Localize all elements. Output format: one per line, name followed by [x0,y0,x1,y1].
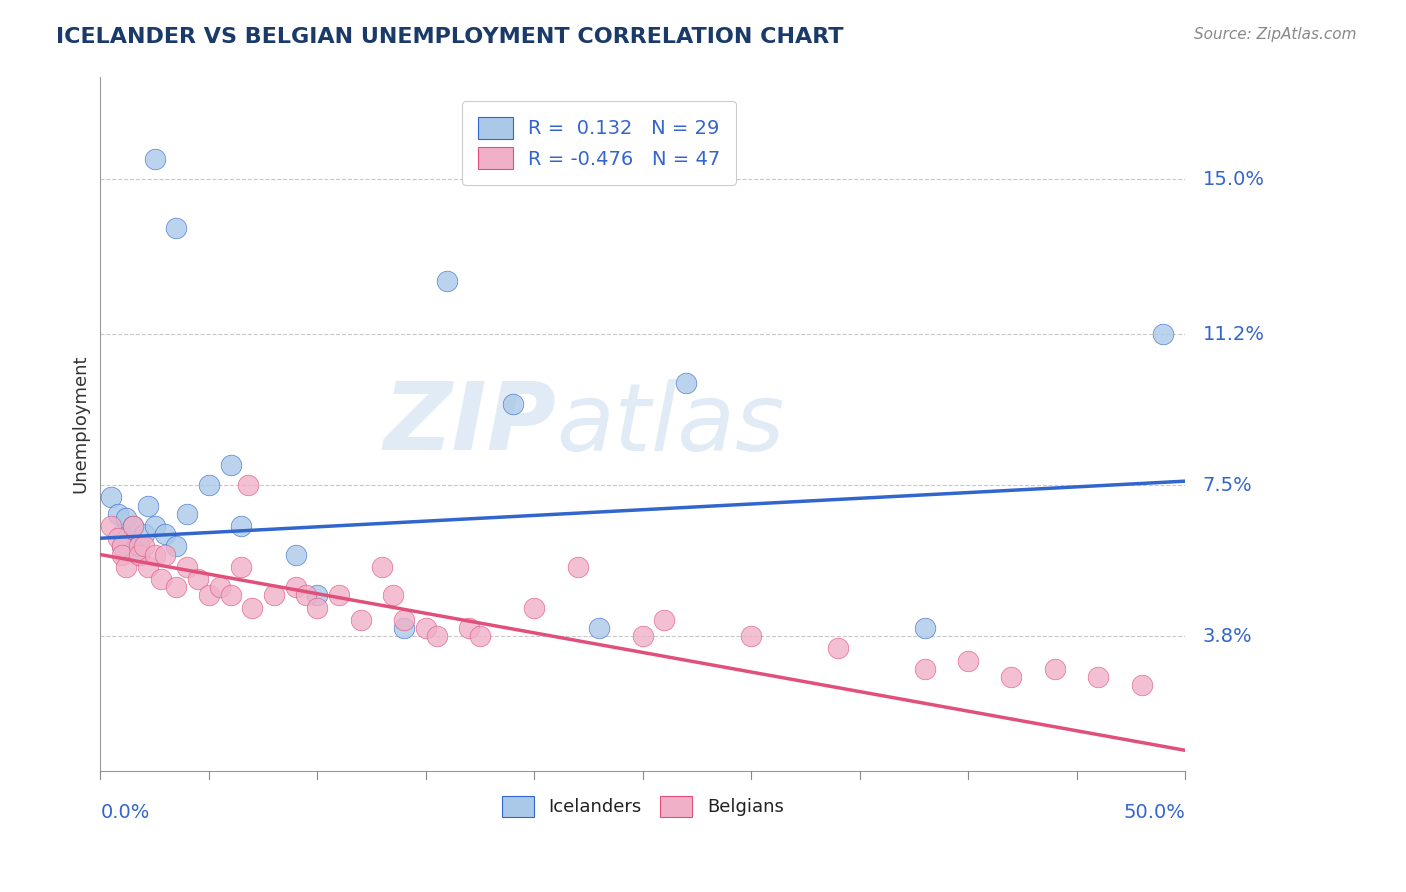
Point [143,152,166,166]
Point [295,588,318,602]
Point [1043,662,1066,676]
Point [631,629,654,643]
Point [240,600,263,615]
Point [107,507,129,521]
Point [111,540,134,554]
Point [567,559,589,574]
Point [914,621,936,635]
Point [382,588,405,602]
Point [284,580,307,594]
Point [128,540,150,554]
Point [1152,327,1174,342]
Text: 15.0%: 15.0% [1202,169,1264,189]
Point [1130,678,1153,692]
Point [128,548,150,562]
Point [328,588,350,602]
Point [426,629,449,643]
Point [132,527,155,541]
Point [502,397,524,411]
Point [128,540,150,554]
Text: ICELANDER VS BELGIAN UNEMPLOYMENT CORRELATION CHART: ICELANDER VS BELGIAN UNEMPLOYMENT CORREL… [56,27,844,46]
Text: 50.0%: 50.0% [1123,804,1185,822]
Legend: Icelanders, Belgians: Icelanders, Belgians [495,789,792,824]
Point [143,548,166,562]
Point [675,376,697,391]
Point [111,540,134,554]
Point [208,580,231,594]
Text: atlas: atlas [555,378,785,469]
Text: Source: ZipAtlas.com: Source: ZipAtlas.com [1194,27,1357,42]
Point [115,559,138,574]
Point [107,531,129,545]
Point [111,548,134,562]
Point [263,588,285,602]
Point [458,621,481,635]
Point [176,559,198,574]
Point [231,519,253,533]
Text: ZIP: ZIP [382,378,555,470]
Point [914,662,936,676]
Point [136,499,159,513]
Point [122,519,145,533]
Point [176,507,198,521]
Point [371,559,394,574]
Point [198,588,221,602]
Point [307,600,329,615]
Point [392,621,415,635]
Point [122,519,145,533]
Point [1000,670,1022,684]
Point [740,629,762,643]
Point [136,559,159,574]
Point [284,548,307,562]
Point [436,274,458,288]
Point [150,572,173,586]
Y-axis label: Unemployment: Unemployment [72,355,89,493]
Point [128,548,150,562]
Point [588,621,610,635]
Point [165,580,187,594]
Point [219,458,242,472]
Point [392,613,415,627]
Point [165,540,187,554]
Point [111,527,134,541]
Point [231,559,253,574]
Point [165,221,187,235]
Point [187,572,209,586]
Point [155,527,177,541]
Point [957,654,980,668]
Text: 11.2%: 11.2% [1202,325,1264,343]
Point [100,519,122,533]
Point [1087,670,1109,684]
Text: 3.8%: 3.8% [1202,626,1251,646]
Text: 7.5%: 7.5% [1202,475,1253,495]
Point [198,478,221,492]
Point [132,540,155,554]
Point [307,588,329,602]
Point [155,548,177,562]
Point [827,641,849,656]
Point [236,478,259,492]
Point [115,511,138,525]
Point [100,491,122,505]
Text: 0.0%: 0.0% [100,804,149,822]
Point [415,621,437,635]
Point [350,613,373,627]
Point [468,629,491,643]
Point [143,519,166,533]
Point [219,588,242,602]
Point [654,613,676,627]
Point [523,600,546,615]
